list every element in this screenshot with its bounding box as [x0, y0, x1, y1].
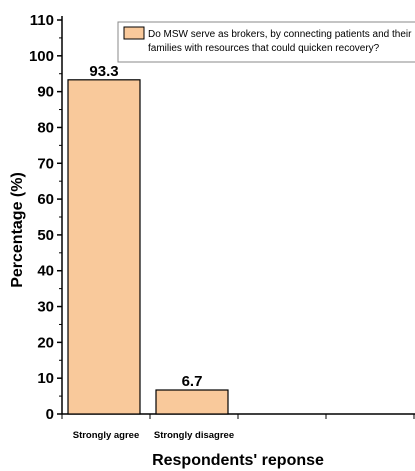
y-axis-title: Percentage (%): [9, 172, 26, 288]
x-category-label: Strongly agree: [73, 430, 140, 441]
y-tick-label: 110: [30, 12, 54, 29]
y-tick-label: 20: [37, 334, 54, 351]
bars: 93.3 6.7: [67, 63, 229, 415]
legend-text-line: Do MSW serve as brokers, by connecting p…: [148, 29, 412, 40]
y-tick-label: 70: [37, 155, 54, 172]
bar: [67, 79, 141, 415]
x-axis-title: Respondents' reponse: [152, 452, 324, 469]
legend: Do MSW serve as brokers, by connecting p…: [117, 21, 415, 63]
y-tick-label: 30: [37, 299, 54, 316]
legend-box: [117, 21, 415, 63]
x-category-label: Strongly disagree: [154, 430, 234, 441]
bar-value-label: 6.7: [182, 373, 203, 390]
y-tick-label: 10: [37, 370, 54, 387]
bar: [155, 389, 229, 415]
x-axis: Strongly agree Strongly disagree: [61, 413, 415, 441]
y-tick-label: 0: [46, 406, 54, 423]
bar-value-label: 93.3: [89, 63, 118, 80]
y-axis: 0 10 20 30 40 50 60 70 80 90 100 110: [29, 12, 63, 423]
legend-text-line: families with resources that could quick…: [148, 43, 380, 54]
y-tick-label: 100: [29, 48, 54, 65]
y-tick-label: 80: [37, 119, 54, 136]
y-tick-label: 50: [37, 227, 54, 244]
y-tick-label: 90: [37, 84, 54, 101]
y-tick-label: 40: [37, 263, 54, 280]
legend-swatch: [123, 26, 145, 40]
y-tick-label: 60: [37, 191, 54, 208]
